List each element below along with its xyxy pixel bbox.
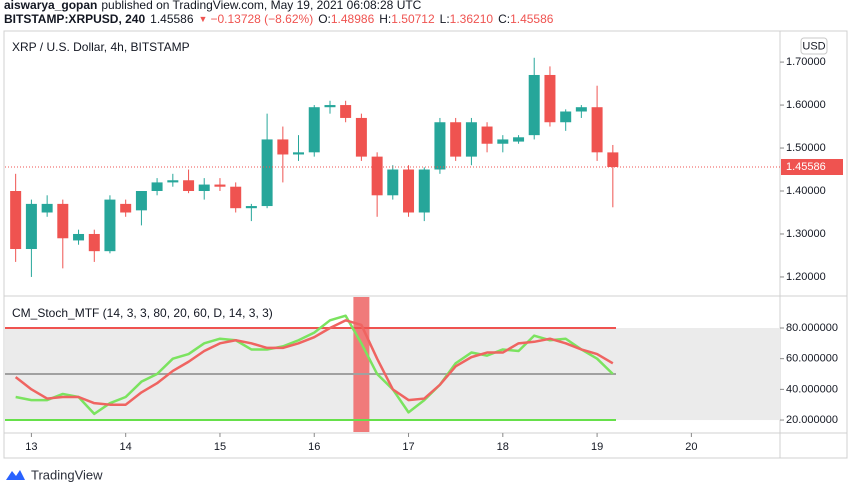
chart-frame — [3, 30, 848, 459]
x-tick-label: 20 — [685, 441, 697, 453]
candle-body — [340, 105, 352, 118]
author: aiswarya_gopan — [4, 0, 97, 12]
candle-body — [88, 233, 100, 252]
candle-body — [465, 122, 477, 157]
symbol-line: BITSTAMP:XRPUSD, 240 1.45586 ▼ −0.13728 (−8… — [4, 12, 554, 26]
candle-body — [57, 203, 69, 239]
stoch-line — [14, 319, 614, 406]
last-price-box — [781, 158, 843, 175]
y-tick-label: 1.70000 — [786, 56, 826, 68]
candle-body — [418, 169, 430, 213]
y-tick-label: 1.20000 — [786, 271, 826, 283]
candle-body — [387, 169, 399, 196]
candle-body — [104, 199, 116, 252]
y-tick-label: 80.000000 — [786, 322, 838, 334]
candle-body — [560, 111, 572, 123]
candle-body — [167, 180, 179, 183]
chart-title: XRP / U.S. Dollar, 4h, BITSTAMP — [12, 40, 190, 54]
price: 1.45586 — [150, 12, 194, 26]
candle-body — [230, 186, 242, 209]
candle-body — [214, 184, 226, 187]
candle-body — [308, 107, 320, 153]
candle-body — [151, 182, 163, 192]
candle-body — [434, 122, 446, 170]
candle-body — [591, 107, 603, 153]
candle-body — [293, 152, 305, 155]
candle-body — [528, 74, 540, 136]
symbol: BITSTAMP:XRPUSD, 240 — [4, 12, 145, 26]
candle-body — [183, 180, 195, 192]
x-tick-label: 13 — [25, 441, 37, 453]
candle-body — [403, 169, 415, 213]
logo-icon — [6, 470, 25, 480]
stoch-line — [15, 314, 614, 416]
highlight — [353, 297, 370, 432]
candle-body — [198, 184, 210, 192]
x-tick-label: 17 — [402, 441, 414, 453]
o: 1.48986 — [331, 12, 375, 26]
candle-body — [135, 191, 147, 211]
o-label: O: — [318, 12, 331, 26]
published: published on TradingView.com, May 19, 20… — [101, 0, 421, 12]
indicator-title: CM_Stoch_MTF (14, 3, 3, 80, 20, 60, D, 1… — [12, 306, 273, 320]
candle-body — [73, 233, 85, 241]
candle-body — [607, 152, 619, 167]
candle-body — [513, 137, 525, 142]
candle-body — [497, 139, 509, 144]
candle-body — [450, 122, 462, 157]
candle-body — [277, 139, 289, 155]
currency-button[interactable] — [800, 37, 828, 55]
change: −0.13728 (−8.62%) — [210, 12, 313, 26]
candle-body — [120, 203, 132, 213]
y-tick-label: 1.40000 — [786, 185, 826, 197]
candle-body — [371, 156, 383, 196]
candle-body — [41, 203, 53, 213]
candle-body — [261, 139, 273, 207]
candle-body — [245, 206, 257, 209]
candle-body — [25, 203, 37, 250]
y-tick-label: 40.000000 — [786, 383, 838, 395]
c: 1.45586 — [510, 12, 554, 26]
y-tick-label: 1.50000 — [786, 142, 826, 154]
last-price-label: 1.45586 — [786, 161, 826, 173]
y-tick-label: 1.60000 — [786, 99, 826, 111]
candle-body — [355, 117, 367, 157]
x-tick-label: 19 — [591, 441, 603, 453]
footer: TradingView — [31, 467, 103, 482]
candle-body — [544, 74, 556, 123]
y-tick-label: 20.000000 — [786, 414, 838, 426]
y-tick-label: 60.000000 — [786, 353, 838, 365]
x-tick-label: 16 — [308, 441, 320, 453]
h-label: H: — [379, 12, 391, 26]
y-tick-label: 1.30000 — [786, 228, 826, 240]
l-label: L: — [440, 12, 450, 26]
c-label: C: — [498, 12, 510, 26]
candle-body — [10, 191, 22, 250]
h: 1.50712 — [391, 12, 435, 26]
l: 1.36210 — [450, 12, 494, 26]
logo: TradingView — [6, 467, 103, 482]
candle-body — [324, 105, 336, 108]
candle-body — [481, 126, 493, 144]
arrow: ▼ — [199, 14, 208, 24]
x-tick-label: 14 — [120, 441, 132, 453]
currency[interactable]: USD — [802, 40, 825, 52]
x-tick-label: 18 — [497, 441, 509, 453]
x-tick-label: 15 — [214, 441, 226, 453]
header-line: aiswarya_gopan published on TradingView.c… — [4, 0, 422, 12]
candle-body — [575, 107, 587, 112]
